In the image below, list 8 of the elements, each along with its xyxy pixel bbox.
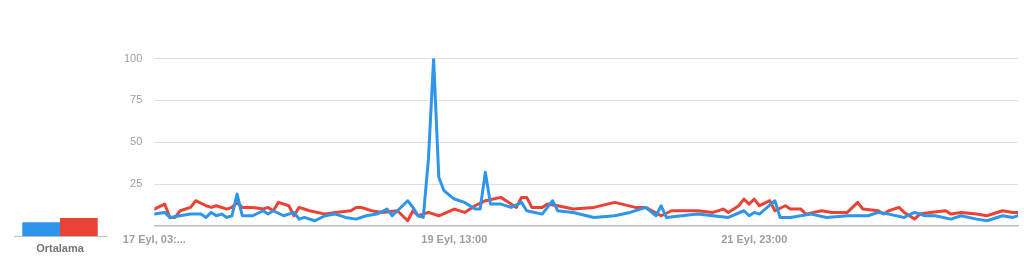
y-tick-label: 50: [130, 135, 143, 148]
x-tick-label: Ortalama: [36, 241, 85, 254]
x-tick-label: 17 Eyl, 03:...: [122, 233, 186, 246]
y-tick-label: 25: [130, 177, 143, 190]
y-tick-label: 75: [130, 93, 143, 106]
x-tick-label: 21 Eyl, 23:00: [721, 233, 788, 246]
x-tick-label: 19 Eyl, 13:00: [421, 233, 488, 246]
y-tick-label: 100: [123, 51, 143, 64]
